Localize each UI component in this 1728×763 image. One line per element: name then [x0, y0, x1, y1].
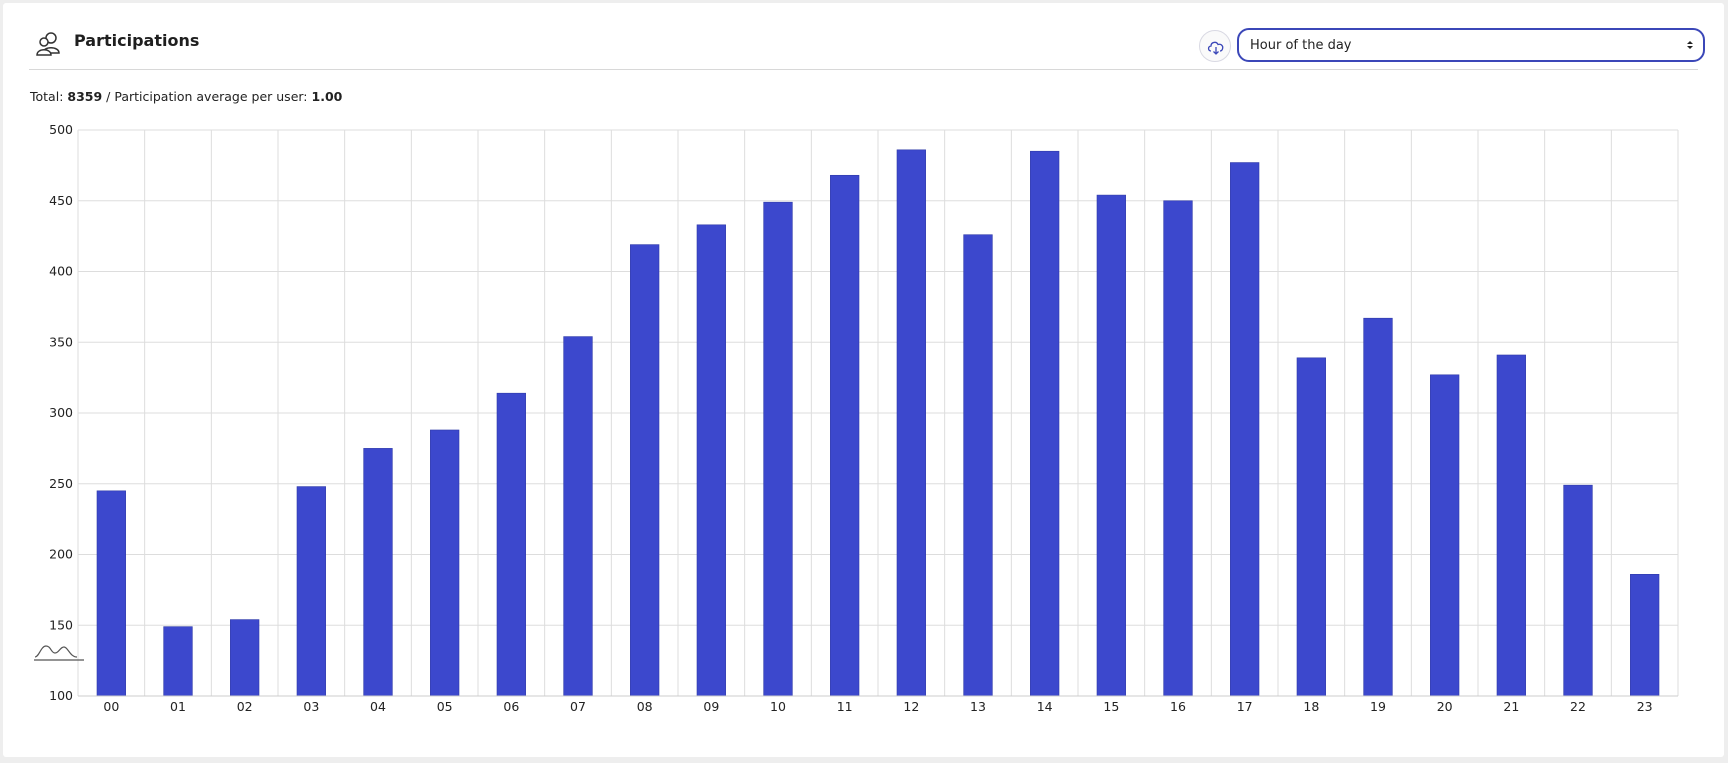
x-tick-label: 15 [1103, 699, 1119, 714]
total-label: Total: [30, 89, 64, 104]
x-tick-label: 16 [1170, 699, 1186, 714]
x-tick-label: 06 [503, 699, 519, 714]
bar-02[interactable] [230, 619, 260, 697]
bar-00[interactable] [96, 490, 126, 697]
total-value: 8359 [67, 89, 103, 104]
y-tick-label: 100 [49, 688, 73, 703]
x-tick-label: 01 [170, 699, 186, 714]
bar-04[interactable] [363, 448, 393, 697]
x-tick-label: 19 [1370, 699, 1386, 714]
y-tick-label: 400 [49, 264, 73, 279]
bar-17[interactable] [1230, 162, 1260, 697]
grouping-select-value: Hour of the day [1250, 38, 1352, 53]
bar-19[interactable] [1363, 317, 1393, 697]
x-tick-label: 00 [103, 699, 119, 714]
x-tick-label: 08 [637, 699, 653, 714]
x-tick-label: 17 [1237, 699, 1253, 714]
bar-09[interactable] [696, 224, 726, 697]
x-tick-label: 23 [1637, 699, 1653, 714]
x-tick-label: 11 [837, 699, 853, 714]
select-arrows-icon [1687, 41, 1693, 49]
x-tick-label: 20 [1437, 699, 1453, 714]
x-tick-label: 07 [570, 699, 586, 714]
bar-11[interactable] [830, 174, 860, 697]
y-tick-label: 300 [49, 405, 73, 420]
bar-18[interactable] [1296, 357, 1326, 697]
y-tick-label: 350 [49, 334, 73, 349]
bar-21[interactable] [1496, 354, 1526, 697]
x-tick-label: 02 [237, 699, 253, 714]
y-tick-label: 200 [49, 547, 73, 562]
x-tick-label: 09 [703, 699, 719, 714]
card-title: Participations [74, 31, 200, 50]
bar-13[interactable] [963, 234, 993, 697]
average-label: Participation average per user: [114, 89, 308, 104]
download-button[interactable] [1199, 30, 1231, 62]
grouping-select[interactable]: Hour of the day [1237, 28, 1705, 62]
bar-12[interactable] [896, 149, 926, 697]
y-tick-label: 500 [49, 122, 73, 137]
range-zoom-icon[interactable] [33, 642, 85, 662]
x-tick-label: 03 [303, 699, 319, 714]
x-tick-label: 14 [1037, 699, 1053, 714]
cloud-download-icon [1207, 41, 1224, 55]
bar-16[interactable] [1163, 200, 1193, 697]
bar-06[interactable] [496, 392, 526, 697]
bar-22[interactable] [1563, 484, 1593, 697]
x-tick-label: 10 [770, 699, 786, 714]
y-tick-label: 450 [49, 193, 73, 208]
x-tick-label: 04 [370, 699, 386, 714]
users-icon [36, 32, 60, 56]
x-tick-label: 12 [903, 699, 919, 714]
y-tick-label: 250 [49, 476, 73, 491]
card-header: Participations Hour of the day [29, 25, 1705, 70]
x-tick-label: 05 [437, 699, 453, 714]
bar-05[interactable] [430, 429, 460, 697]
y-tick-label: 150 [49, 617, 73, 632]
bar-23[interactable] [1630, 574, 1660, 697]
bar-20[interactable] [1430, 374, 1460, 697]
x-tick-label: 22 [1570, 699, 1586, 714]
x-tick-label: 18 [1303, 699, 1319, 714]
bar-07[interactable] [563, 336, 593, 697]
x-tick-label: 21 [1503, 699, 1519, 714]
bar-14[interactable] [1030, 150, 1060, 697]
x-tick-label: 13 [970, 699, 986, 714]
bar-10[interactable] [763, 201, 793, 697]
bar-15[interactable] [1096, 194, 1126, 697]
summary-line: Total: 8359 / Participation average per … [30, 89, 342, 104]
bar-01[interactable] [163, 626, 193, 697]
average-value: 1.00 [311, 89, 343, 104]
bar-08[interactable] [630, 244, 660, 697]
summary-separator: / [106, 89, 111, 104]
bar-03[interactable] [296, 486, 326, 697]
